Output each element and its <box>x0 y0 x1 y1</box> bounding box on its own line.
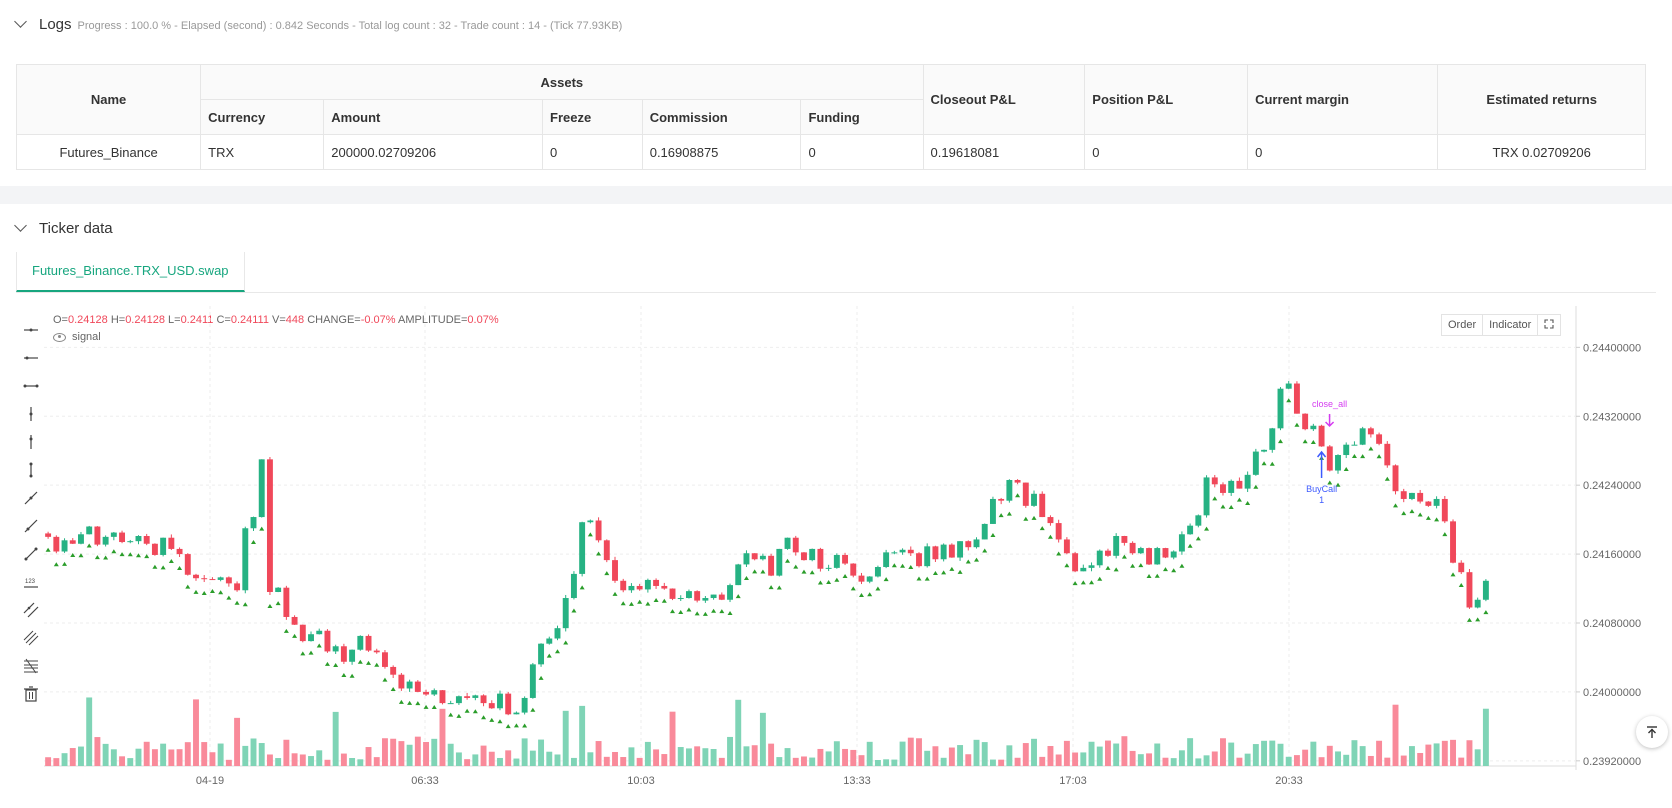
ohlc-readout: O=0.24128 H=0.24128 L=0.2411 C=0.24111 V… <box>53 314 499 326</box>
cell-returns: TRX 0.02709206 <box>1437 134 1646 170</box>
col-currency: Currency <box>200 99 325 135</box>
vertical-segment-icon[interactable] <box>20 456 42 484</box>
eye-icon[interactable] <box>53 332 66 342</box>
ohlc-high: 0.24128 <box>125 314 165 326</box>
col-closeout: Closeout P&L <box>922 64 1086 135</box>
col-margin: Current margin <box>1247 64 1439 135</box>
logs-summary: Progress : 100.0 % - Elapsed (second) : … <box>77 20 623 32</box>
cell-funding: 0 <box>800 134 924 170</box>
fullscreen-icon[interactable] <box>1538 314 1562 336</box>
col-position: Position P&L <box>1084 64 1249 135</box>
ohlc-low: 0.2411 <box>180 314 214 326</box>
col-commission: Commission <box>641 99 802 135</box>
drawing-toolbar: 123 <box>20 316 42 708</box>
fibonacci-icon[interactable] <box>20 652 42 680</box>
signal-label: signal <box>72 331 101 343</box>
price-range-icon[interactable]: 123 <box>20 568 42 596</box>
col-name: Name <box>15 64 202 135</box>
pitchfork-icon[interactable] <box>20 624 42 652</box>
ticker-header[interactable]: Ticker data <box>14 219 113 237</box>
ohlc-change: -0.07% <box>360 314 396 326</box>
indicator-button[interactable]: Indicator <box>1483 314 1539 336</box>
arrow-up-icon <box>1647 726 1657 738</box>
order-button[interactable]: Order <box>1441 314 1484 336</box>
logs-title: Logs <box>39 16 72 33</box>
logs-panel: Logs Progress : 100.0 % - Elapsed (secon… <box>0 0 1672 186</box>
horizontal-ray-icon[interactable] <box>20 344 42 372</box>
ray-line-icon[interactable] <box>20 512 42 540</box>
ohlc-volume: 448 <box>285 314 305 326</box>
vertical-ray-icon[interactable] <box>20 428 42 456</box>
cell-currency: TRX <box>200 134 325 170</box>
ohlc-open: 0.24128 <box>67 314 108 326</box>
cell-name: Futures_Binance <box>15 134 202 170</box>
vertical-line-icon[interactable] <box>20 400 42 428</box>
horizontal-segment-icon[interactable] <box>20 372 42 400</box>
cell-margin: 0 <box>1247 134 1439 170</box>
assets-table: Name Assets Closeout P&L Position P&L Cu… <box>15 64 1646 170</box>
scroll-to-top-button[interactable] <box>1636 716 1668 748</box>
ticker-tabs: Futures_Binance.TRX_USD.swap <box>16 252 1656 293</box>
col-freeze: Freeze <box>542 99 643 135</box>
table-row: Futures_Binance TRX 200000.02709206 0 0.… <box>15 134 1646 170</box>
cell-closeout: 0.19618081 <box>922 134 1086 170</box>
col-returns: Estimated returns <box>1437 64 1646 135</box>
chart-buttons: Order Indicator <box>1441 314 1562 336</box>
ohlc-amplitude: 0.07% <box>467 314 499 326</box>
cell-position: 0 <box>1084 134 1249 170</box>
tab-trx-usd-swap[interactable]: Futures_Binance.TRX_USD.swap <box>16 252 245 292</box>
ticker-title: Ticker data <box>39 220 113 237</box>
chevron-down-icon[interactable] <box>14 219 27 232</box>
col-assets: Assets <box>200 64 924 100</box>
trash-icon[interactable] <box>20 680 42 708</box>
svg-text:123: 123 <box>25 579 36 585</box>
trend-line-icon[interactable] <box>20 484 42 512</box>
segment-line-icon[interactable] <box>20 540 42 568</box>
ticker-panel: Ticker data Futures_Binance.TRX_USD.swap… <box>0 204 1672 808</box>
ohlc-close: 0.24111 <box>230 314 269 326</box>
signal-legend[interactable]: signal <box>53 331 101 343</box>
cell-commission: 0.16908875 <box>641 134 802 170</box>
cell-amount: 200000.02709206 <box>323 134 544 170</box>
chevron-down-icon[interactable] <box>14 15 27 28</box>
parallel-channel-icon[interactable] <box>20 596 42 624</box>
col-amount: Amount <box>323 99 544 135</box>
logs-header[interactable]: Logs Progress : 100.0 % - Elapsed (secon… <box>14 15 623 33</box>
col-funding: Funding <box>800 99 924 135</box>
horizontal-line-icon[interactable] <box>20 316 42 344</box>
cell-freeze: 0 <box>542 134 643 170</box>
